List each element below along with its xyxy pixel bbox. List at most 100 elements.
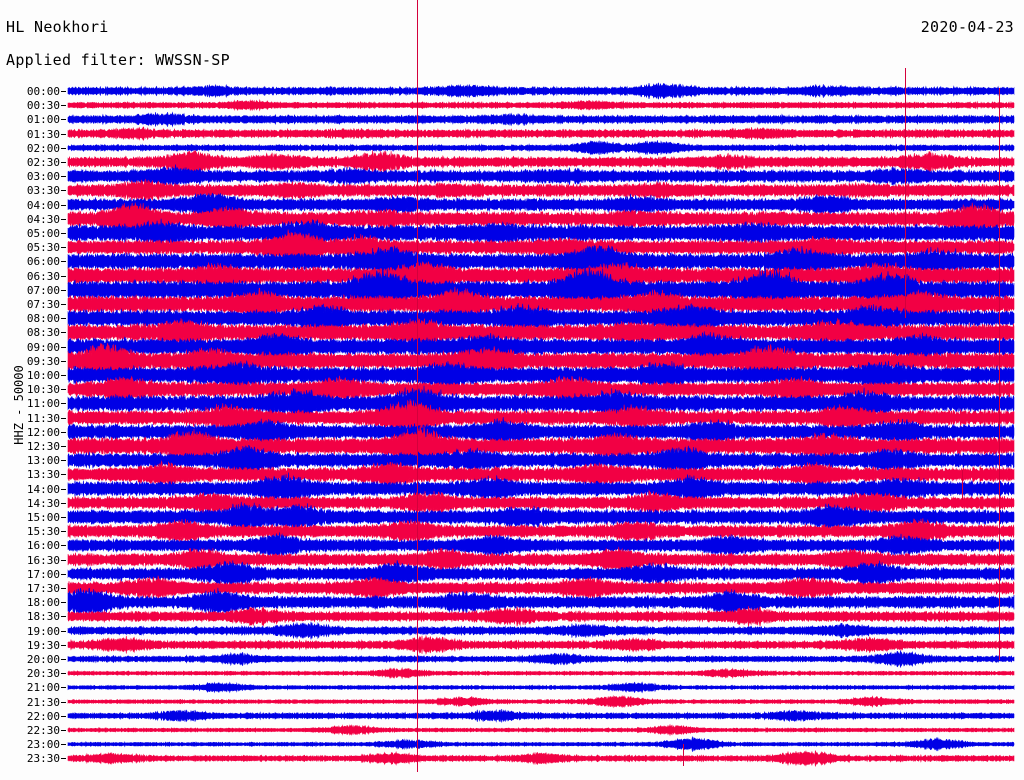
time-axis-label: 21:30 [26,695,60,709]
time-axis-tick [61,162,66,163]
time-axis-label: 01:30 [26,127,60,141]
time-axis-label: 06:30 [26,269,60,283]
seismogram-trace [67,82,1015,100]
seismogram-trace [67,666,1015,680]
time-axis-tick [61,701,66,703]
time-axis-label: 16:30 [26,553,60,567]
time-axis-tick [61,531,66,533]
time-axis-label: 17:00 [26,567,60,581]
time-axis-label: 07:30 [26,298,60,311]
time-axis-label: 13:00 [26,454,60,468]
seismogram-trace [67,723,1015,737]
time-axis-label: 11:30 [26,411,60,425]
time-axis-tick [61,318,66,320]
seismogram-trace [67,111,1015,128]
time-axis-tick [61,659,66,660]
time-axis-tick [61,261,66,263]
seismogram-trace [67,164,1015,189]
time-axis-tick [61,332,66,334]
time-axis-label: 00:00 [26,85,60,98]
seismogram-trace [67,416,1015,447]
time-axis-tick [61,176,66,178]
time-axis-tick [61,133,66,135]
time-axis-tick [61,204,66,206]
seismogram-trace [67,518,1015,545]
time-axis-tick [61,190,66,192]
time-axis-label: 15:30 [26,525,60,539]
seismogram-trace [67,634,1015,655]
time-axis-label: 06:00 [26,255,60,269]
time-axis-label: 04:00 [26,198,60,212]
time-axis-tick [61,488,66,490]
time-axis-label: 01:00 [26,113,60,127]
time-axis-tick [61,275,66,277]
time-axis-label: 12:30 [26,440,60,453]
time-axis-tick [61,630,66,632]
time-axis-label: 19:30 [26,638,60,652]
seismogram-traces [67,82,1015,767]
seismogram-trace [67,681,1015,694]
time-axis-tick [61,233,66,234]
seismogram-trace [67,286,1015,322]
time-axis-tick [61,360,66,362]
seismogram-trace [67,621,1015,640]
time-axis-tick [61,673,66,675]
time-axis-tick [61,687,66,689]
time-axis-tick [61,247,66,249]
time-axis-tick [61,715,66,717]
time-axis-tick [61,289,66,291]
seismogram-trace [67,501,1015,533]
time-axis-label: 15:00 [26,511,60,524]
seismogram-trace [67,178,1015,202]
seismogram-trace [67,708,1015,723]
seismogram-trace [67,650,1015,668]
time-axis-label: 23:30 [26,752,60,766]
time-axis-tick [61,105,66,107]
time-axis-label: 09:00 [26,340,60,354]
seismogram-trace [67,749,1015,767]
seismogram-plot-area: 00:00 00:30 01:00 01:30 02:00 02:30 03:00 03:30… [0,82,1024,780]
seismogram-trace [67,399,1015,437]
time-axis-tick [61,375,66,376]
time-axis-label: 20:30 [26,667,60,681]
seismogram-trace [67,202,1015,236]
time-axis-label: 21:00 [26,681,60,695]
time-axis-tick [61,304,66,305]
applied-filter-label: Applied filter: WWSSN-SP [6,51,230,69]
time-axis-tick [61,545,66,547]
seismogram-trace [67,317,1015,348]
time-axis-label: 13:30 [26,468,60,482]
time-axis-label: 23:00 [26,738,60,752]
time-axis-label: 07:00 [26,283,60,297]
time-axis-label: 08:30 [26,326,60,340]
time-axis-tick [61,744,66,746]
time-axis-label: 02:30 [26,156,60,169]
time-axis-tick [61,417,66,419]
time-axis-label: 02:00 [26,141,60,155]
time-axis-label: 22:00 [26,709,60,723]
time-axis-tick [61,460,66,462]
seismogram-trace [67,140,1015,156]
seismogram-trace [67,331,1015,362]
seismogram-trace [67,472,1015,505]
time-axis-label: 05:30 [26,241,60,255]
time-axis-label: 00:30 [26,99,60,113]
seismogram-trace [67,375,1015,403]
time-axis-tick [61,403,66,405]
time-axis-tick [61,602,66,604]
time-axis-label: 10:00 [26,369,60,382]
seismogram-trace [67,694,1015,709]
time-axis-label: 14:30 [26,496,60,510]
time-axis-tick [61,588,66,589]
seismogram-trace [67,150,1015,174]
time-axis-tick [61,474,66,476]
time-axis-label: 18:30 [26,610,60,624]
time-axis-tick [61,559,66,561]
time-axis-tick [61,758,66,760]
time-axis-tick [61,147,66,149]
time-axis-label: 17:30 [26,582,60,595]
time-axis-label: 19:00 [26,624,60,638]
time-axis-tick [61,119,66,121]
time-axis-label: 16:00 [26,539,60,553]
